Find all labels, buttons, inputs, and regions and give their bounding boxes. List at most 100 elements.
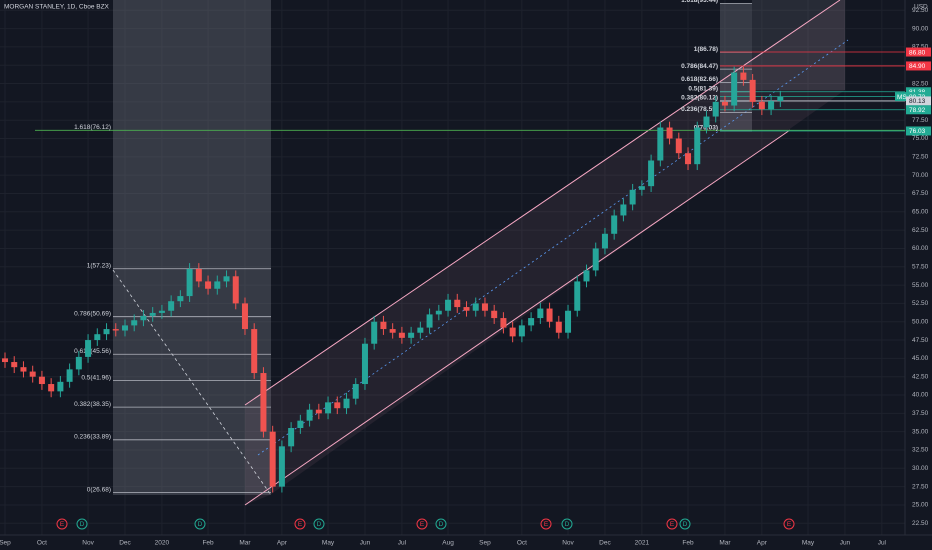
candle-body xyxy=(435,310,442,315)
y-tick-label: 25.00 xyxy=(912,502,929,509)
x-tick-label: 2021 xyxy=(635,540,650,547)
x-tick-label: Jul xyxy=(398,540,407,547)
x-tick-label: Jun xyxy=(360,540,371,547)
fib-label: 0.618(82.66) xyxy=(681,76,718,83)
candle-body xyxy=(601,233,608,249)
x-tick-label: Mar xyxy=(239,540,251,547)
event-label: E xyxy=(544,521,549,528)
x-tick-label: Nov xyxy=(82,540,94,547)
fib-label: 0(26.68) xyxy=(87,486,111,493)
candle-body xyxy=(509,327,516,337)
x-tick-label: Apr xyxy=(277,540,288,547)
event-label: D xyxy=(683,521,688,528)
fib-label: 1(57.23) xyxy=(87,262,111,269)
fib-label: 0.382(80.12) xyxy=(681,95,718,102)
symbol-tag xyxy=(895,92,906,102)
event-marker xyxy=(666,518,678,530)
fib-label: 0.618(45.56) xyxy=(74,348,111,355)
event-label: E xyxy=(420,521,425,528)
y-tick-label: 52.50 xyxy=(912,300,929,307)
event-label: E xyxy=(670,521,675,528)
candle-body xyxy=(11,362,18,368)
y-tick-label: 72.50 xyxy=(912,154,929,161)
candle-body xyxy=(463,307,470,311)
channel-upper xyxy=(244,0,841,406)
y-tick-label: 47.50 xyxy=(912,337,929,344)
candle-body xyxy=(325,402,332,414)
price-tag xyxy=(906,96,931,106)
candle-body xyxy=(675,138,682,154)
fib-label: 0.786(50.69) xyxy=(74,310,111,317)
y-tick-label: 67.50 xyxy=(912,190,929,197)
candle-body xyxy=(29,371,36,377)
x-tick-label: Dec xyxy=(599,540,611,547)
candle-body xyxy=(315,409,322,414)
x-tick-label: Sep xyxy=(0,540,11,547)
y-tick-label: 87.50 xyxy=(912,44,929,51)
event-marker xyxy=(561,518,573,530)
candle-body xyxy=(472,303,479,311)
candle-body xyxy=(546,308,553,322)
x-tick-label: Jul xyxy=(878,540,887,547)
candle-body xyxy=(131,320,138,326)
candle-body xyxy=(177,296,184,302)
candle-body xyxy=(583,270,590,282)
candle-body xyxy=(758,101,765,110)
y-tick-label: 77.50 xyxy=(912,117,929,124)
y-tick-label: 40.00 xyxy=(912,392,929,399)
price-tag-label: 80.13 xyxy=(909,98,926,105)
y-tick-label: 22.50 xyxy=(912,520,929,527)
y-tick-label: 70.00 xyxy=(912,172,929,179)
candle-body xyxy=(500,318,507,328)
candle-body xyxy=(48,384,55,392)
event-marker xyxy=(416,518,428,530)
candle-body xyxy=(57,381,64,392)
candle-body xyxy=(408,332,415,338)
candle-body xyxy=(251,329,258,374)
candle-body xyxy=(565,310,572,333)
candle-body xyxy=(112,329,119,331)
candle-body xyxy=(481,303,488,311)
fib-label: 0.5(81.39) xyxy=(688,85,718,92)
candle-body xyxy=(721,101,728,106)
y-tick-label: 57.50 xyxy=(912,263,929,270)
fib-label: 0(76.03) xyxy=(694,125,718,132)
x-tick-label: Aug xyxy=(442,540,454,547)
fib-label: 0.786(84.47) xyxy=(681,63,718,70)
candle-body xyxy=(20,367,27,372)
candle-body xyxy=(454,299,461,308)
x-tick-label: Feb xyxy=(682,540,694,547)
candle-body xyxy=(269,431,276,487)
candle-body xyxy=(241,303,248,330)
candle-body xyxy=(768,101,775,110)
event-marker xyxy=(313,518,325,530)
event-marker xyxy=(76,518,88,530)
candle-body xyxy=(426,314,433,328)
grid xyxy=(0,0,905,535)
candle-body xyxy=(195,268,202,282)
candle-body xyxy=(398,332,405,338)
candle-body xyxy=(666,127,673,139)
candle-body xyxy=(121,325,128,331)
event-label: D xyxy=(198,521,203,528)
candle-body xyxy=(657,127,664,161)
candle-body xyxy=(103,329,110,335)
candle-body xyxy=(417,327,424,333)
fib-label: 0.382(38.35) xyxy=(74,401,111,408)
y-tick-label: 82.50 xyxy=(912,80,929,87)
candle-body xyxy=(85,340,92,357)
candle-body xyxy=(777,96,784,102)
candle-body xyxy=(740,72,747,80)
candle-body xyxy=(288,428,295,447)
fib-label: 1.618(93.44) xyxy=(681,0,718,4)
candle-body xyxy=(537,308,544,319)
x-tick-label: Oct xyxy=(37,540,47,547)
candle-body xyxy=(574,281,581,311)
candle-body xyxy=(205,281,212,289)
candle-body xyxy=(334,402,341,409)
channel-lower xyxy=(244,129,791,506)
x-tick-label: Jun xyxy=(840,540,851,547)
y-tick-label: 92.50 xyxy=(912,7,929,14)
candle-body xyxy=(491,310,498,319)
